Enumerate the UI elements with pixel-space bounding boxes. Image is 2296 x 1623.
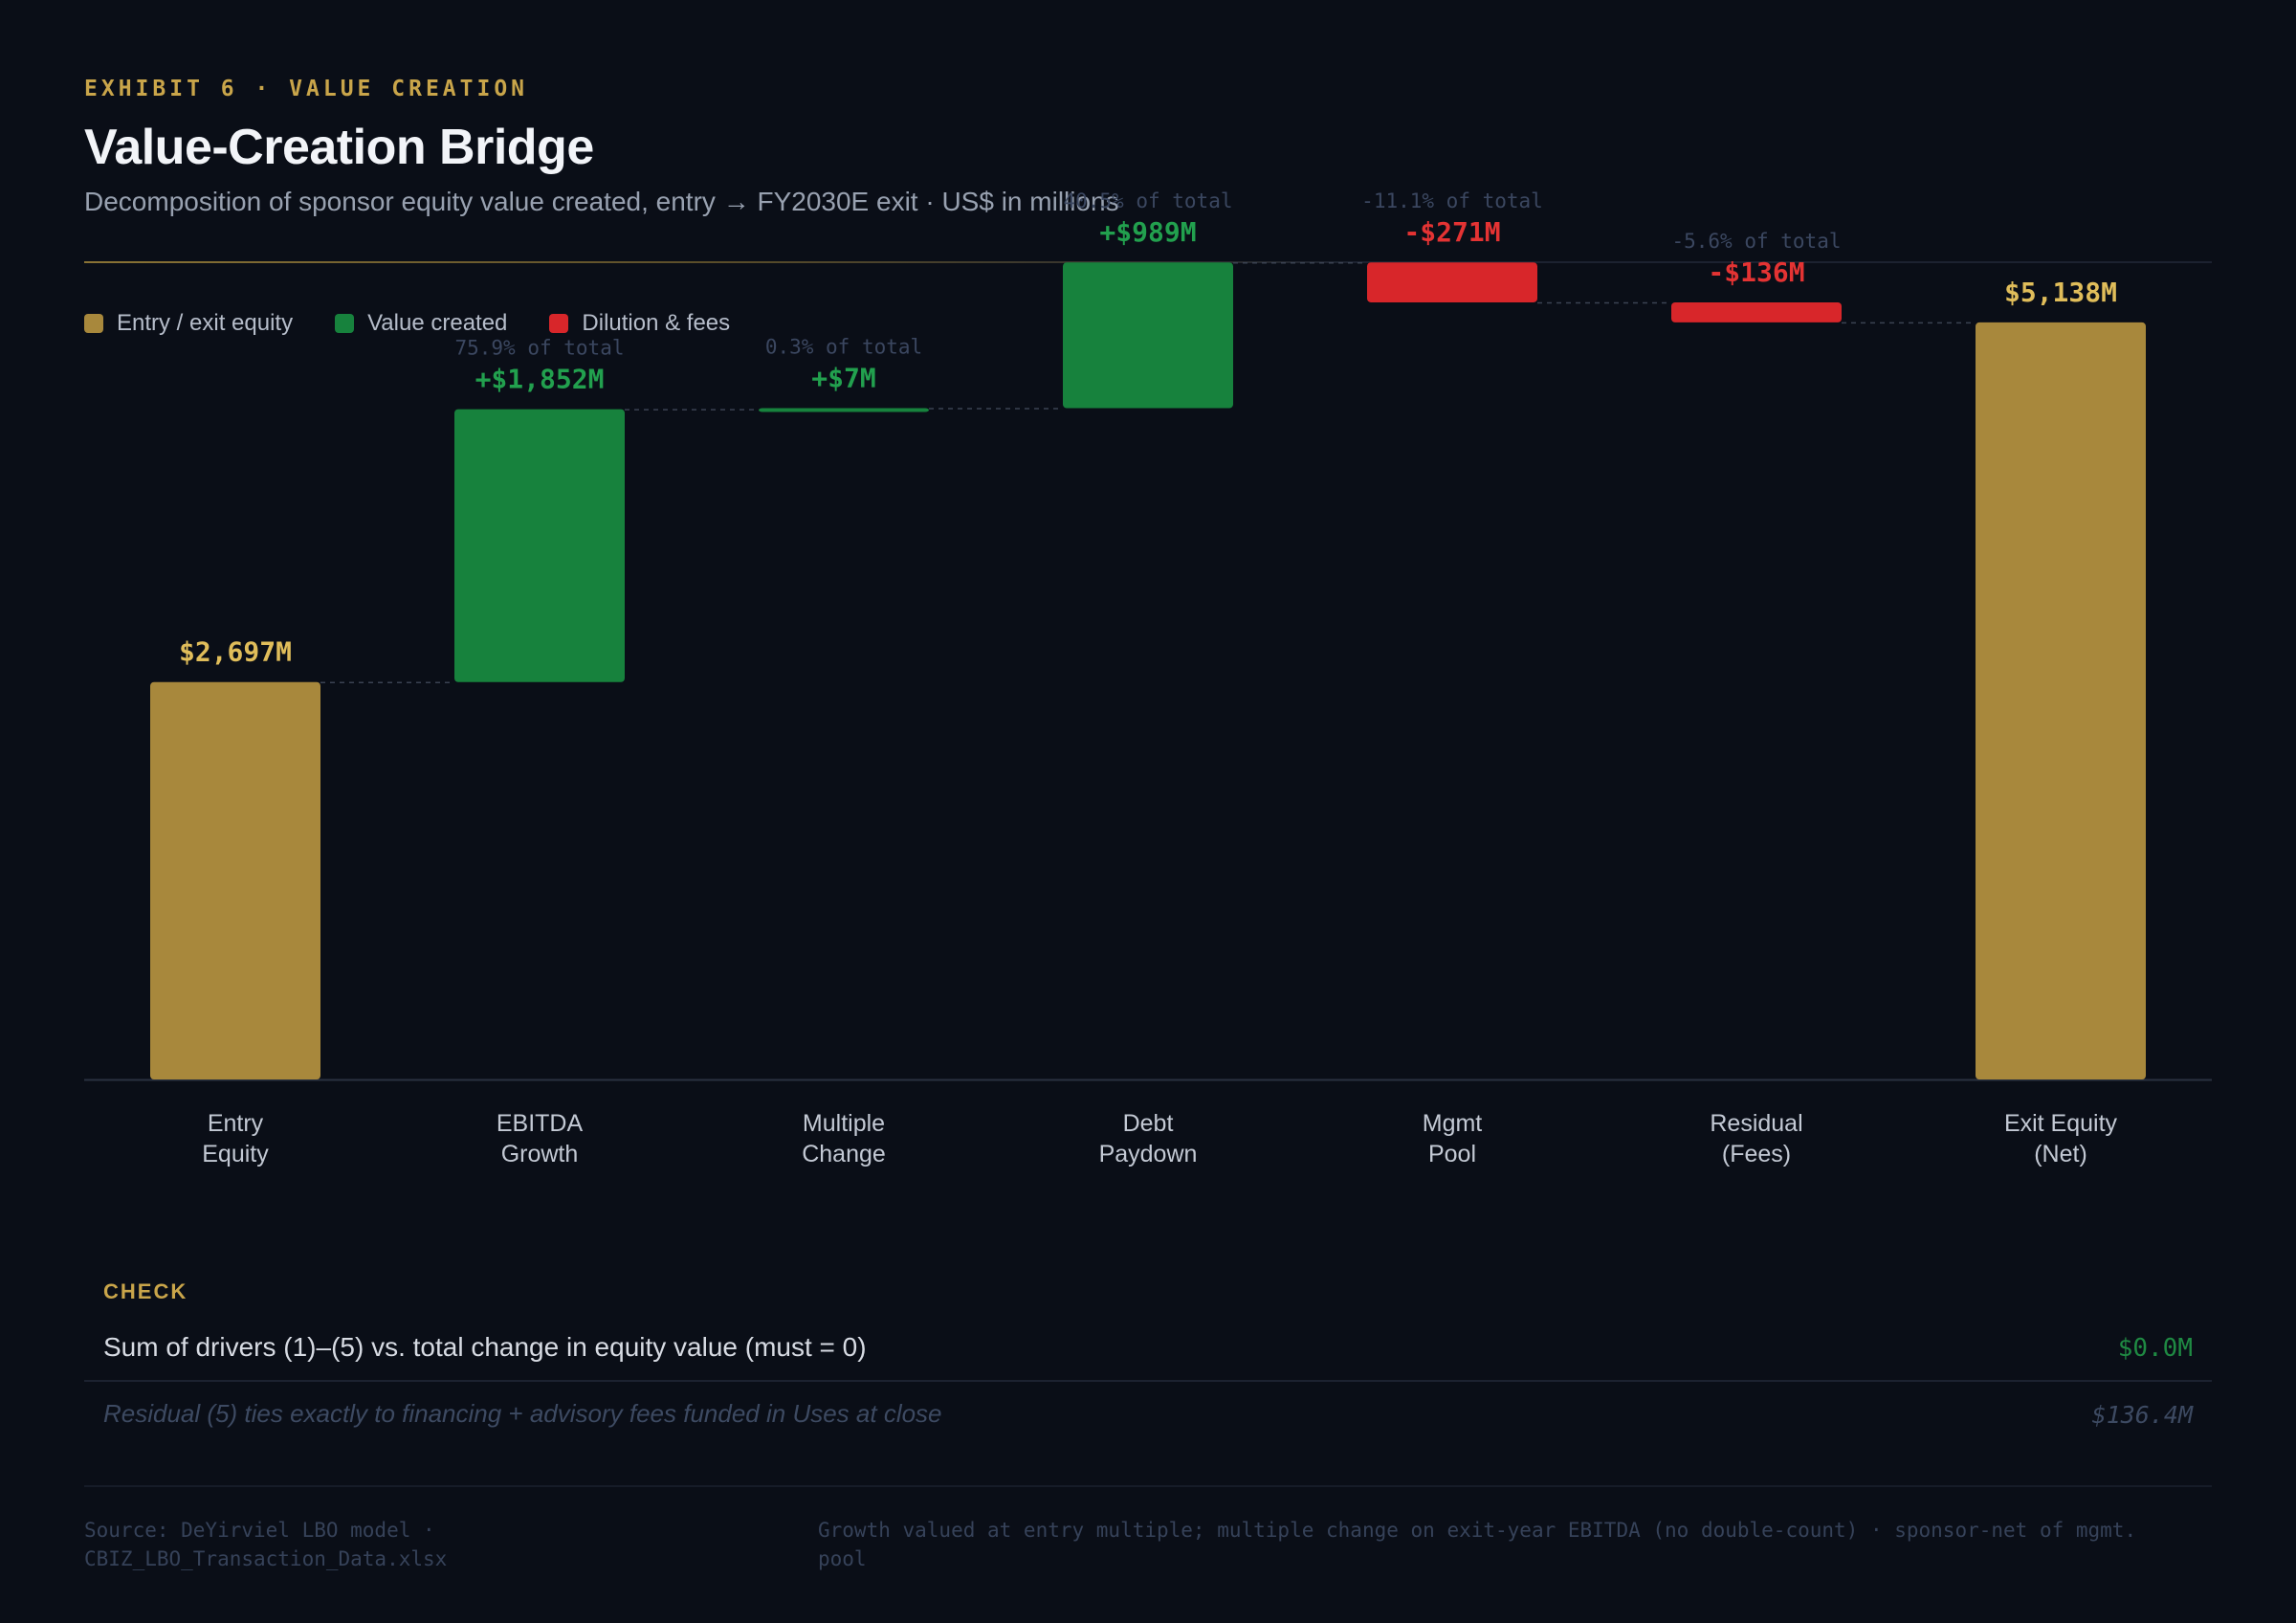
category-label-6-1: (Net) [2034, 1141, 2087, 1167]
category-label-3-1: Paydown [1099, 1141, 1198, 1167]
exhibit-eyebrow: EXHIBIT 6 · VALUE CREATION [84, 77, 529, 101]
footer-source: Source: DeYirviel LBO model · CBIZ_LBO_T… [84, 1519, 448, 1570]
header-divider [84, 261, 2212, 263]
data-label-6: $5,138M [2004, 277, 2117, 308]
pct-label-4: -11.1% of total [1361, 189, 1543, 212]
data-label-1: +$1,852M [475, 364, 605, 395]
legend-item-value-created: Value created [335, 310, 507, 337]
category-label-1-0: EBITDA [497, 1110, 584, 1137]
category-label-0-0: Entry [208, 1110, 264, 1137]
category-label-2-1: Change [802, 1141, 886, 1167]
chart-legend: Entry / exit equity Value created Diluti… [84, 310, 730, 337]
residual-note-label: Residual (5) ties exactly to financing +… [103, 1399, 942, 1428]
bar-3 [1063, 262, 1233, 409]
data-label-0: $2,697M [179, 636, 292, 668]
category-label-4-1: Pool [1428, 1141, 1476, 1167]
bar-6 [1976, 322, 2146, 1079]
legend-label-dilution: Dilution & fees [582, 310, 731, 336]
category-label-2-0: Multiple [803, 1110, 885, 1137]
bar-1 [454, 409, 625, 682]
legend-swatch-dilution [549, 314, 569, 333]
legend-label-value-created: Value created [367, 310, 508, 336]
check-row-label: Sum of drivers (1)–(5) vs. total change … [103, 1332, 867, 1362]
data-label-4: -$271M [1403, 216, 1500, 248]
legend-label-entry-exit: Entry / exit equity [117, 310, 294, 336]
pct-label-5: -5.6% of total [1671, 230, 1841, 253]
check-row: Sum of drivers (1)–(5) vs. total change … [84, 1319, 2212, 1382]
legend-swatch-entry-exit [84, 314, 103, 333]
legend-swatch-value-created [335, 314, 355, 333]
category-label-6-0: Exit Equity [2004, 1110, 2118, 1137]
legend-item-dilution: Dilution & fees [549, 310, 730, 337]
residual-note-row: Residual (5) ties exactly to financing +… [84, 1384, 2212, 1445]
footer-note: Growth valued at entry multiple; multipl… [818, 1519, 2137, 1570]
bar-2 [759, 408, 929, 412]
page-title: Value-Creation Bridge [84, 120, 594, 175]
category-label-1-1: Growth [501, 1141, 579, 1167]
data-label-3: +$989M [1099, 216, 1196, 248]
legend-item-entry-exit: Entry / exit equity [84, 310, 293, 337]
category-label-3-0: Debt [1123, 1110, 1174, 1137]
pct-label-3: 40.5% of total [1063, 189, 1232, 212]
check-heading: CHECK [103, 1279, 188, 1303]
residual-note-value: $136.4M [2091, 1401, 2193, 1429]
data-label-2: +$7M [811, 363, 875, 394]
waterfall-chart: $2,697M Entry Equity +$1,852M 75.9% of total… [84, 189, 2212, 1167]
pct-label-1: 75.9% of total [454, 337, 624, 360]
category-label-5-0: Residual [1710, 1110, 1802, 1137]
bar-4 [1367, 262, 1537, 302]
data-label-5: -$136M [1708, 256, 1804, 288]
pct-label-2: 0.3% of total [765, 336, 922, 359]
category-label-0-1: Equity [202, 1141, 269, 1167]
category-label-5-1: (Fees) [1722, 1141, 1791, 1167]
category-label-4-0: Mgmt [1423, 1110, 1483, 1137]
bar-0 [150, 681, 320, 1079]
footer-divider [84, 1485, 2212, 1487]
check-row-value: $0.0M [2117, 1334, 2193, 1363]
page-subtitle: Decomposition of sponsor equity value cr… [84, 187, 1119, 216]
bar-5 [1671, 301, 1842, 322]
